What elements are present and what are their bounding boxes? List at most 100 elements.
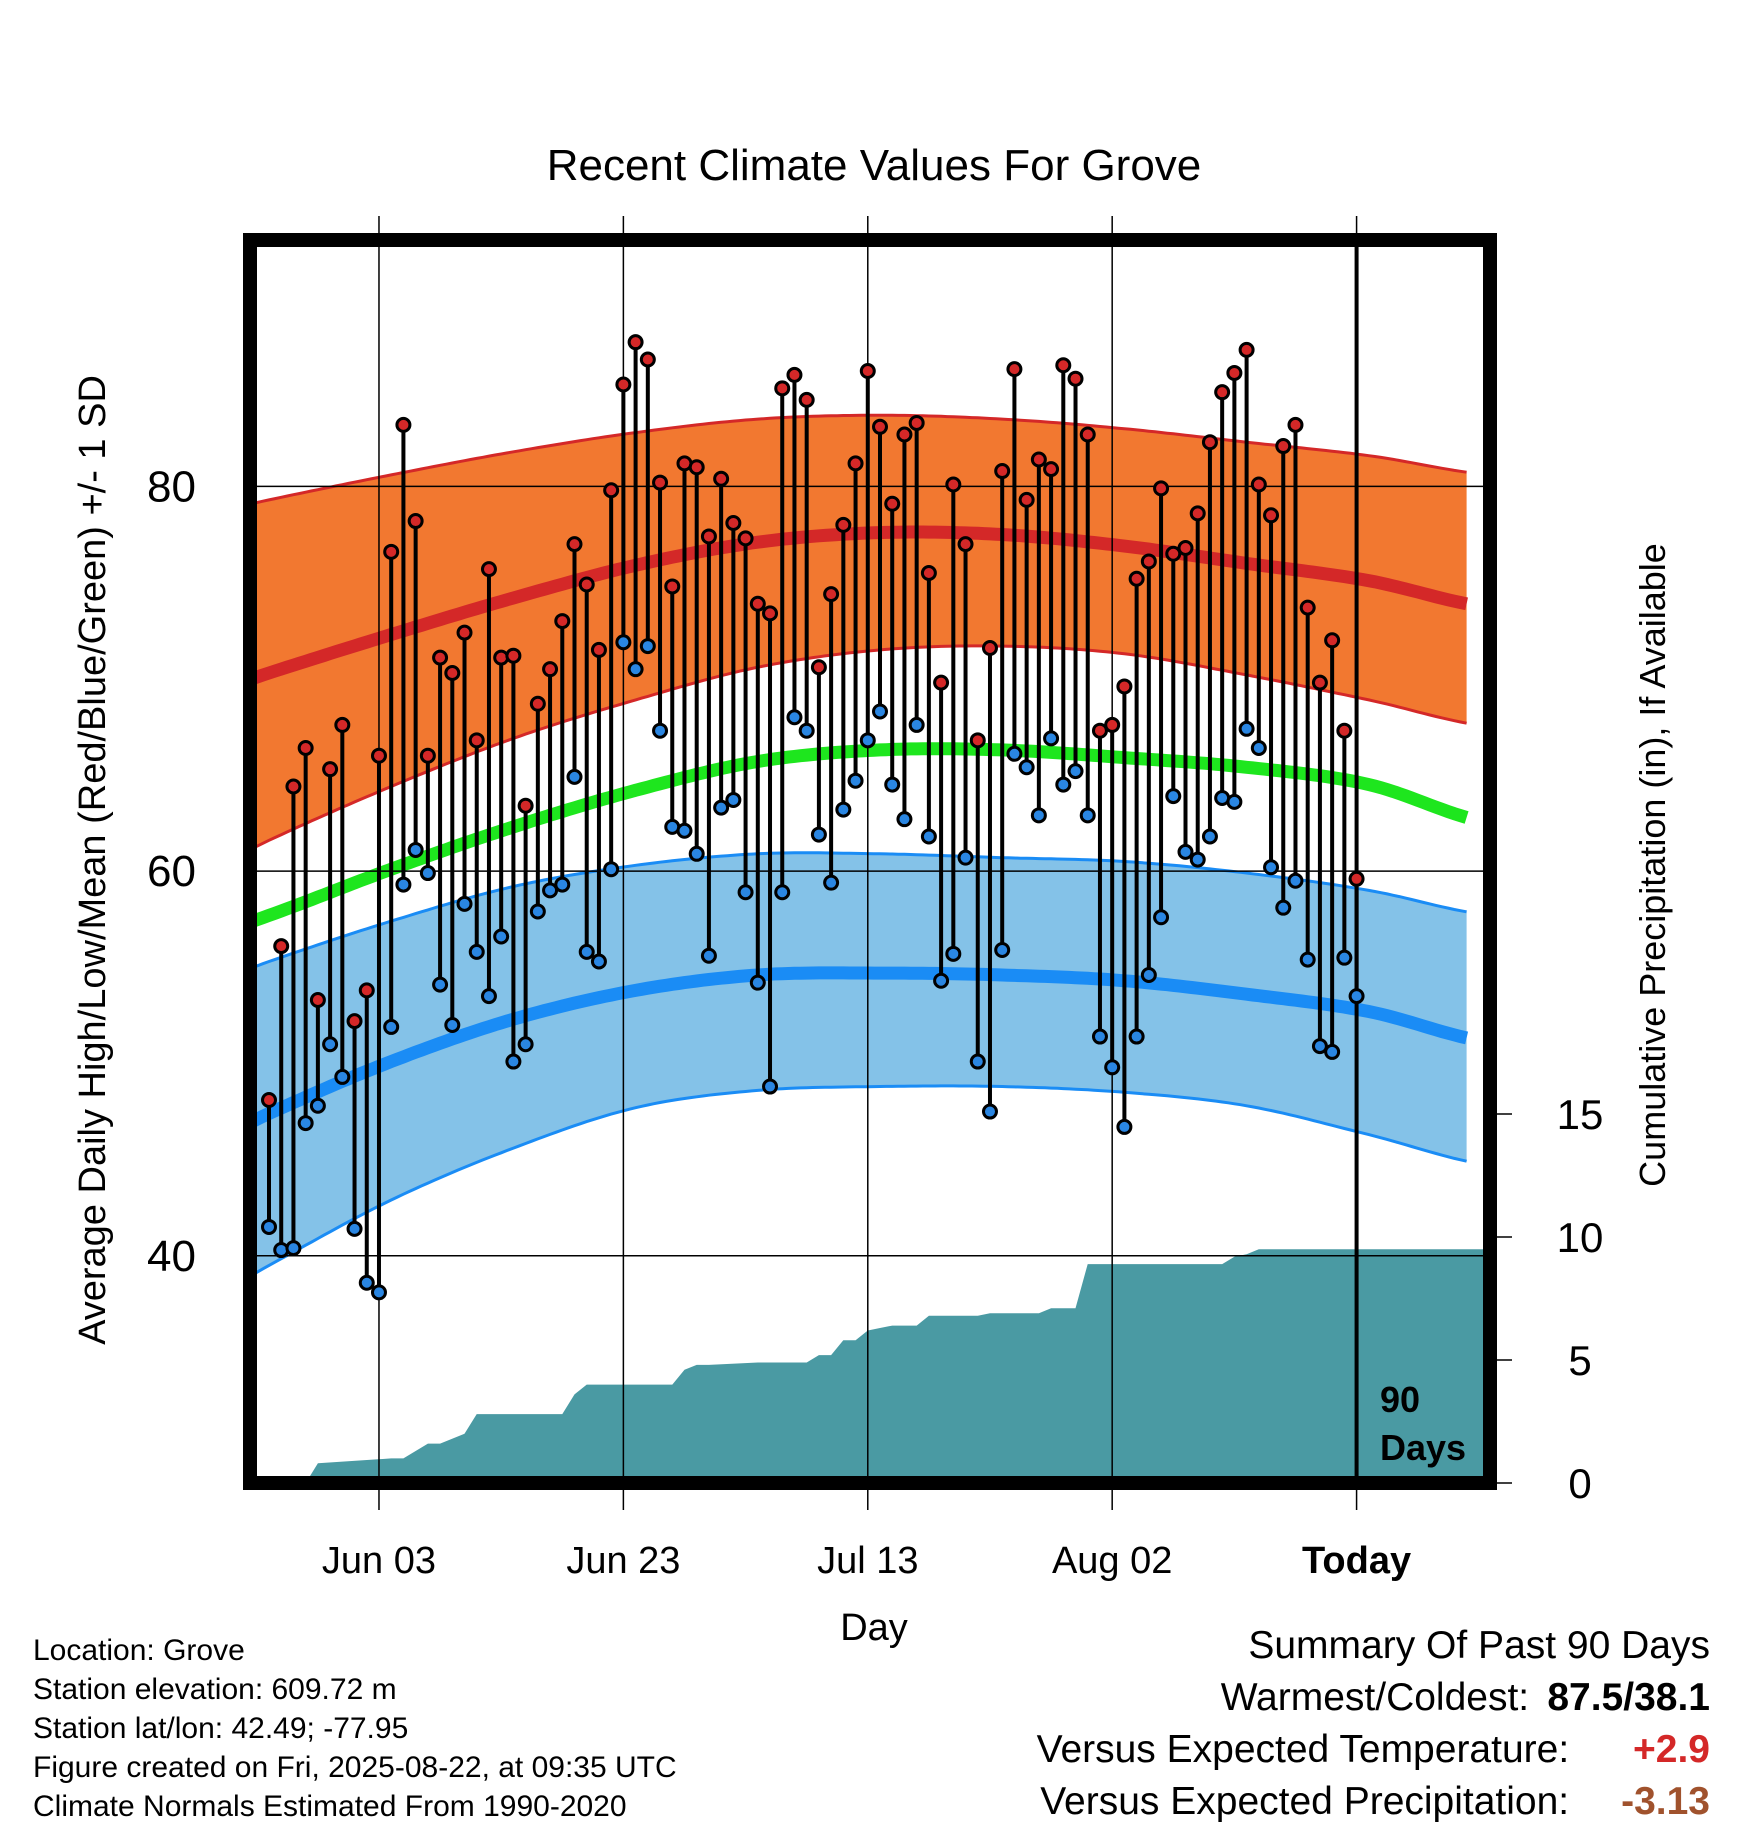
daily-high-point <box>456 624 473 641</box>
daily-low-point <box>1140 966 1157 983</box>
daily-high-point <box>1177 539 1194 556</box>
daily-high-point <box>309 991 326 1008</box>
daily-low-point <box>395 876 412 893</box>
precip-anomaly-value: -3.13 <box>1621 1780 1710 1823</box>
daily-high-point <box>1043 461 1060 478</box>
daily-low-point <box>908 716 925 733</box>
daily-low-point <box>456 895 473 912</box>
daily-high-point <box>639 351 656 368</box>
daily-low-point <box>322 1036 339 1053</box>
daily-low-point <box>1177 843 1194 860</box>
daily-high-point <box>1311 674 1328 691</box>
created-text: Figure created on Fri, 2025-08-22, at 09… <box>33 1751 677 1784</box>
daily-high-point <box>1140 553 1157 570</box>
daily-high-point <box>1067 370 1084 387</box>
elevation-text: Station elevation: 609.72 m <box>33 1673 397 1706</box>
daily-high-point <box>615 376 632 393</box>
daily-low-point <box>1226 793 1243 810</box>
daily-low-point <box>285 1240 302 1257</box>
daily-low-point <box>407 841 424 858</box>
daily-high-point <box>810 659 827 676</box>
daily-low-point <box>297 1115 314 1132</box>
high-sd-band <box>256 415 1467 847</box>
daily-low-point <box>1336 949 1353 966</box>
daily-low-point <box>676 822 693 839</box>
daily-high-point <box>798 391 815 408</box>
daily-low-point <box>969 1053 986 1070</box>
daily-high-point <box>1055 357 1072 374</box>
daily-high-point <box>1018 491 1035 508</box>
daily-high-point <box>835 516 852 533</box>
daily-high-point <box>1104 716 1121 733</box>
daily-high-point <box>896 426 913 443</box>
daily-high-point <box>322 761 339 778</box>
x-tick-label: Jun 23 <box>566 1540 680 1582</box>
daily-high-point <box>847 455 864 472</box>
daily-low-point <box>810 826 827 843</box>
daily-low-point <box>786 709 803 726</box>
daily-low-point <box>468 943 485 960</box>
today-days-label-line2: Days <box>1380 1427 1466 1468</box>
daily-low-point <box>1189 851 1206 868</box>
daily-low-point <box>798 722 815 739</box>
daily-high-point <box>554 613 571 630</box>
daily-low-point <box>1030 807 1047 824</box>
daily-high-point <box>480 561 497 578</box>
daily-low-point <box>1275 899 1292 916</box>
daily-high-point <box>1336 722 1353 739</box>
daily-low-point <box>505 1053 522 1070</box>
daily-low-point <box>872 703 888 720</box>
daily-low-point <box>346 1220 363 1237</box>
daily-low-point <box>370 1284 387 1301</box>
daily-high-point <box>920 564 937 581</box>
daily-high-point <box>383 543 400 560</box>
daily-low-point <box>835 801 852 818</box>
daily-high-point <box>261 1092 277 1109</box>
daily-low-point <box>334 1068 351 1085</box>
daily-high-point <box>590 641 607 658</box>
daily-high-point <box>517 797 534 814</box>
daily-low-point <box>933 972 950 989</box>
daily-high-point <box>762 605 779 622</box>
daily-low-point <box>529 903 546 920</box>
location-text: Location: Grove <box>33 1634 245 1667</box>
daily-high-point <box>1030 451 1047 468</box>
daily-low-point <box>1153 909 1170 926</box>
daily-high-point <box>346 1013 363 1030</box>
temp-anomaly-value: +2.9 <box>1633 1728 1710 1771</box>
daily-high-point <box>1165 545 1182 562</box>
daily-low-point <box>1348 988 1365 1005</box>
daily-high-point <box>407 513 424 530</box>
daily-low-point <box>1250 740 1267 757</box>
daily-low-point <box>1324 1043 1341 1060</box>
daily-low-point <box>1079 807 1096 824</box>
daily-low-point <box>1067 763 1084 780</box>
daily-low-point <box>480 988 497 1005</box>
daily-high-point <box>285 778 302 795</box>
y2-tick-label: 10 <box>1557 1214 1604 1261</box>
daily-high-point <box>737 530 754 547</box>
x-axis-label: Day <box>840 1607 908 1649</box>
x-tick-label: Aug 02 <box>1052 1540 1172 1582</box>
daily-low-point <box>1287 872 1304 889</box>
daily-high-point <box>884 495 901 512</box>
daily-high-point <box>370 747 387 764</box>
y-tick-label: 40 <box>147 1232 196 1281</box>
daily-high-point <box>1116 678 1133 695</box>
daily-high-point <box>1079 426 1096 443</box>
daily-low-point <box>554 876 571 893</box>
daily-high-point <box>468 732 485 749</box>
station-info: Location: Grove Station elevation: 609.7… <box>33 1631 677 1826</box>
daily-high-point <box>908 414 925 431</box>
daily-high-point <box>358 982 375 999</box>
daily-low-point <box>896 811 913 828</box>
x-tick-label: Jun 03 <box>322 1540 436 1582</box>
daily-high-point <box>664 578 681 595</box>
daily-low-point <box>1201 828 1218 845</box>
low-lower-edge <box>256 1084 1467 1275</box>
daily-low-point <box>1091 1028 1108 1045</box>
normals-text: Climate Normals Estimated From 1990-2020 <box>33 1790 627 1823</box>
daily-low-point <box>358 1274 375 1291</box>
daily-high-point <box>945 476 962 493</box>
latlon-text: Station lat/lon: 42.49; -77.95 <box>33 1712 409 1745</box>
